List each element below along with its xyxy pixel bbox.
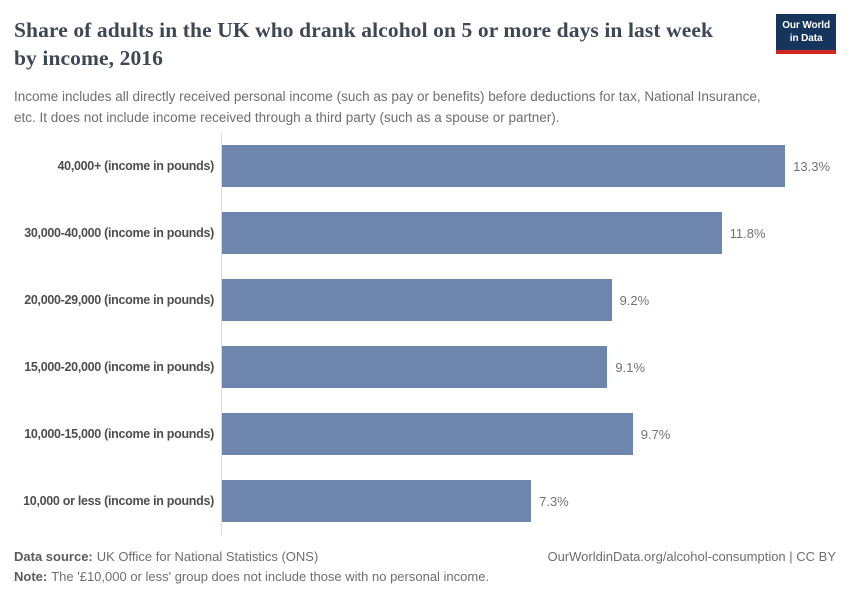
data-source-text: UK Office for National Statistics (ONS) [96, 548, 319, 564]
bar[interactable] [222, 279, 612, 322]
bar-row: 10,000 or less (income in pounds) 7.3% [14, 467, 836, 535]
owid-credit-link[interactable]: OurWorldinData.org/alcohol-consumption |… [547, 548, 836, 564]
bar-chart: 40,000+ (income in pounds) 13.3% 30,000-40… [14, 132, 836, 535]
bar[interactable] [222, 480, 532, 523]
chart-subtitle: Income includes all directly received pe… [14, 88, 761, 125]
bar[interactable] [222, 145, 786, 188]
value-label: 11.8% [729, 225, 766, 241]
category-label: 10,000-15,000 (income in pounds) [24, 427, 214, 442]
category-label: 15,000-20,000 (income in pounds) [24, 360, 214, 375]
bar-row: 15,000-20,000 (income in pounds) 9.1% [14, 333, 836, 401]
note-label: Note: [14, 569, 48, 585]
category-label: 40,000+ (income in pounds) [57, 159, 215, 174]
data-source-label: Data source: [14, 548, 93, 564]
owid-logo-line1: Our World [782, 20, 830, 31]
chart-header: Share of adults in the UK who drank alco… [14, 10, 836, 129]
bar[interactable] [222, 413, 633, 456]
chart-title: Share of adults in the UK who drank alco… [14, 18, 714, 71]
category-label: 30,000-40,000 (income in pounds) [24, 226, 214, 241]
note-line: Note: The '£10,000 or less' group does no… [14, 567, 489, 588]
category-label: 10,000 or less (income in pounds) [23, 494, 214, 509]
bar-track: 9.2% [221, 266, 836, 334]
bar-row: 20,000-29,000 (income in pounds) 9.2% [14, 266, 836, 334]
owid-logo[interactable]: Our World in Data [776, 14, 836, 54]
bar-row: 40,000+ (income in pounds) 13.3% [14, 132, 836, 200]
category-label: 20,000-29,000 (income in pounds) [24, 293, 214, 308]
value-label: 9.2% [619, 292, 650, 308]
bar-track: 9.1% [221, 333, 836, 401]
footer-notes: Data source: UK Office for National Stati… [14, 547, 489, 589]
chart-footer: Data source: UK Office for National Stati… [14, 547, 836, 589]
value-label: 9.1% [615, 359, 645, 375]
value-label: 7.3% [539, 493, 569, 509]
bar-track: 9.7% [221, 400, 836, 468]
bar[interactable] [222, 346, 608, 389]
bar[interactable] [222, 212, 722, 255]
bar-track: 7.3% [221, 467, 836, 535]
note-text: The '£10,000 or less' group does not inc… [51, 569, 490, 585]
bar-row: 30,000-40,000 (income in pounds) 11.8% [14, 199, 836, 267]
bar-row: 10,000-15,000 (income in pounds) 9.7% [14, 400, 836, 468]
title-block: Share of adults in the UK who drank alco… [14, 10, 766, 129]
value-label: 13.3% [793, 158, 831, 174]
value-label: 9.7% [640, 426, 671, 442]
bar-track: 11.8% [221, 199, 836, 267]
data-source-line: Data source: UK Office for National Stati… [14, 547, 489, 568]
owid-logo-line2: in Data [789, 32, 823, 44]
bar-track: 13.3% [221, 132, 836, 200]
